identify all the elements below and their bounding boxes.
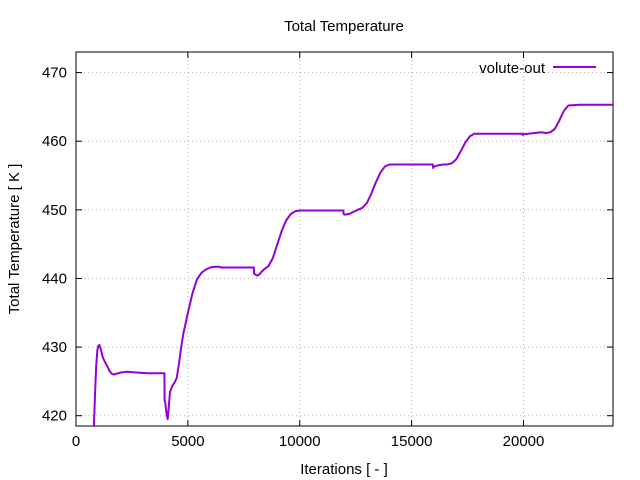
y-tick-label: 420 [42,408,67,425]
y-tick-label: 470 [42,65,67,82]
x-tick-label: 10000 [279,433,321,450]
x-tick-label: 15000 [391,433,433,450]
y-axis-label: Total Temperature [ K ] [6,164,23,315]
series-layer [92,103,614,427]
y-tick-label: 450 [42,202,67,219]
x-tick-label: 5000 [171,433,204,450]
y-tick-label: 430 [42,339,67,356]
legend-label-volute-out: volute-out [479,60,546,77]
grid-layer [76,52,613,426]
plot-frame [75,51,614,427]
series-line-volute-out [92,103,614,427]
chart-title: Total Temperature [284,18,404,35]
x-axis-label: Iterations [ - ] [300,461,388,478]
y-tick-label: 440 [42,270,67,287]
x-tick-label: 20000 [503,433,545,450]
x-tick-label: 0 [72,433,80,450]
tick-layer: 0 5000 10000 15000 20000 420 430 440 450 460 470 [42,52,613,450]
y-tick-label: 460 [42,133,67,150]
legend: volute-out [479,60,596,77]
